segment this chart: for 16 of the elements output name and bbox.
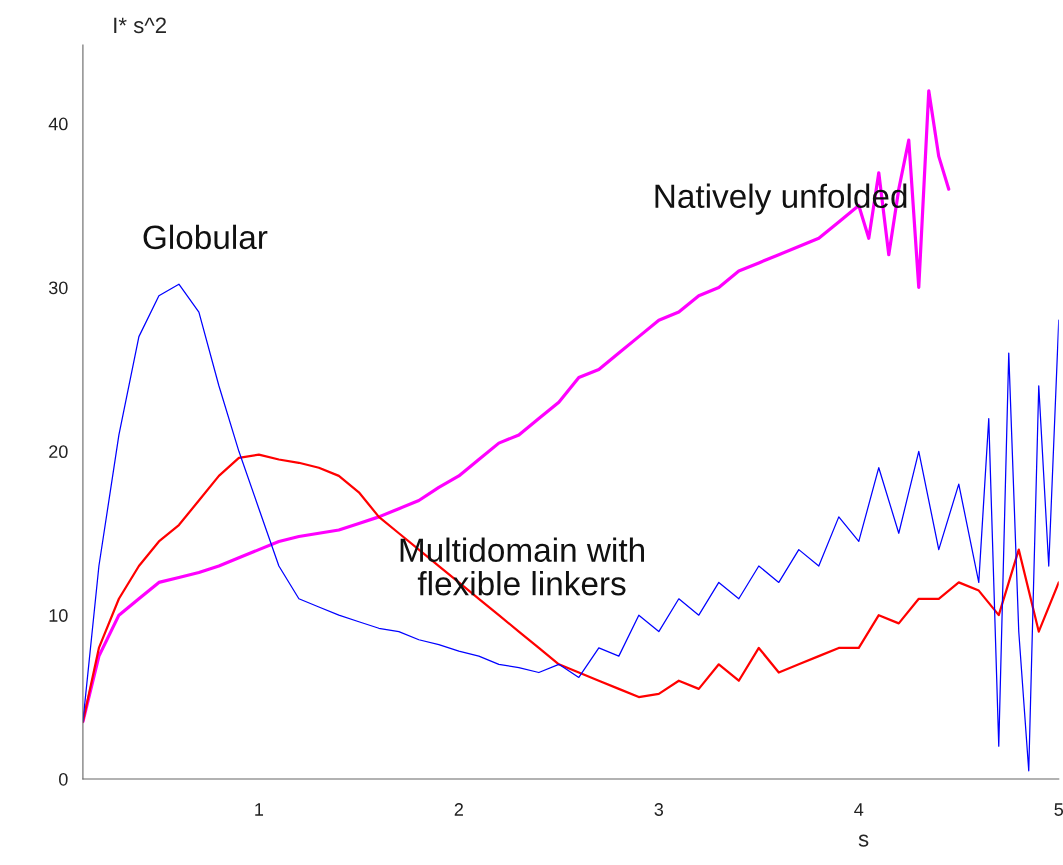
x-tick-label: 2: [454, 803, 463, 816]
annotation: Globular: [143, 224, 268, 250]
line-series: [82, 283, 1059, 772]
line-series: [82, 89, 951, 724]
y-tick-label: 20: [49, 445, 68, 459]
y-axis-title: I* s^2: [114, 17, 166, 34]
y-tick-label: 40: [48, 117, 68, 131]
x-tick-label: 5: [1054, 803, 1063, 816]
y-tick-label: 0: [59, 772, 68, 786]
line-series: [82, 453, 1059, 723]
x-axis-title: s: [858, 834, 869, 847]
x-tick-label: 4: [854, 803, 864, 816]
x-tick-label: 3: [654, 803, 664, 816]
x-tick-label: 1: [255, 803, 264, 816]
y-tick-label: 10: [49, 609, 68, 622]
y-tick-label: 30: [48, 281, 68, 295]
